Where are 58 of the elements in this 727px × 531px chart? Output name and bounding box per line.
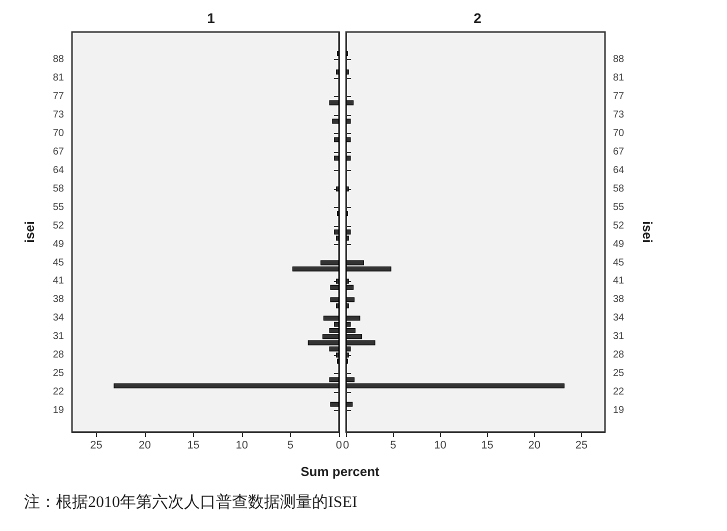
y-tick-label: 38 [613,294,625,306]
y-tick-label: 55 [52,202,64,213]
x-tick-label: 10 [434,440,446,452]
y-tick-label: 52 [52,220,64,232]
y-tick-label: 34 [52,312,64,324]
y-tick-label: 22 [52,386,64,398]
y-tick-label: 70 [613,128,625,140]
y-tick-label: 73 [52,110,64,121]
y-tick-label: 55 [613,202,625,213]
x-tick-label: 5 [390,440,396,452]
x-tick-label: 5 [287,440,294,452]
chart-title: 1 [207,10,216,26]
x-tick-label: 10 [236,440,248,452]
y-tick-label: 19 [52,404,64,416]
y-tick-label: 70 [52,128,64,140]
y-axis-title: isei [640,221,655,243]
y-tick-label: 77 [52,91,64,102]
x-tick-label: 0 [342,440,350,452]
y-tick-label: 28 [52,350,64,361]
x-tick-label: 25 [575,440,588,452]
y-tick-label: 22 [613,386,625,398]
y-tick-label: 73 [613,110,625,121]
x-tick-label: 20 [138,440,151,452]
y-tick-label: 41 [52,276,64,287]
y-tick-label: 58 [613,183,625,194]
y-tick-label: 31 [52,331,64,342]
y-tick-label: 67 [52,146,64,158]
y-tick-label: 31 [613,331,625,342]
y-tick-label: 64 [613,164,625,176]
x-tick-label: 0 [336,440,342,452]
y-axis-title: isei [22,221,37,243]
y-tick-label: 49 [52,238,64,250]
y-tick-label: 34 [613,312,625,324]
y-tick-label: 41 [613,276,625,287]
y-tick-label: 19 [613,404,625,416]
y-tick-label: 28 [613,350,625,361]
y-tick-label: 67 [613,146,625,158]
text: 注：根据2010年第六次人口普查数据测量的ISEI [24,492,358,513]
y-tick-label: 45 [613,257,625,268]
x-tick-label: 15 [187,440,200,452]
chart-title: 2 [474,10,482,26]
y-tick-label: 38 [52,294,64,306]
y-tick-label: 49 [613,238,625,250]
y-tick-label: 81 [52,72,64,84]
x-tick-label: 20 [528,440,541,452]
x-tick-label: 15 [481,440,494,452]
x-tick-label: 25 [90,440,102,452]
y-tick-label: 45 [52,257,64,268]
y-tick-label: 77 [613,91,625,102]
y-tick-label: 64 [52,164,64,176]
y-tick-label: 52 [613,220,625,232]
y-tick-label: 81 [613,72,625,84]
y-tick-label: 25 [52,368,64,380]
x-axis-title: Sum percent [300,464,380,479]
y-tick-label: 58 [52,183,64,194]
y-tick-label: 88 [613,54,625,66]
y-tick-label: 25 [613,368,625,380]
y-tick-label: 88 [52,54,64,66]
